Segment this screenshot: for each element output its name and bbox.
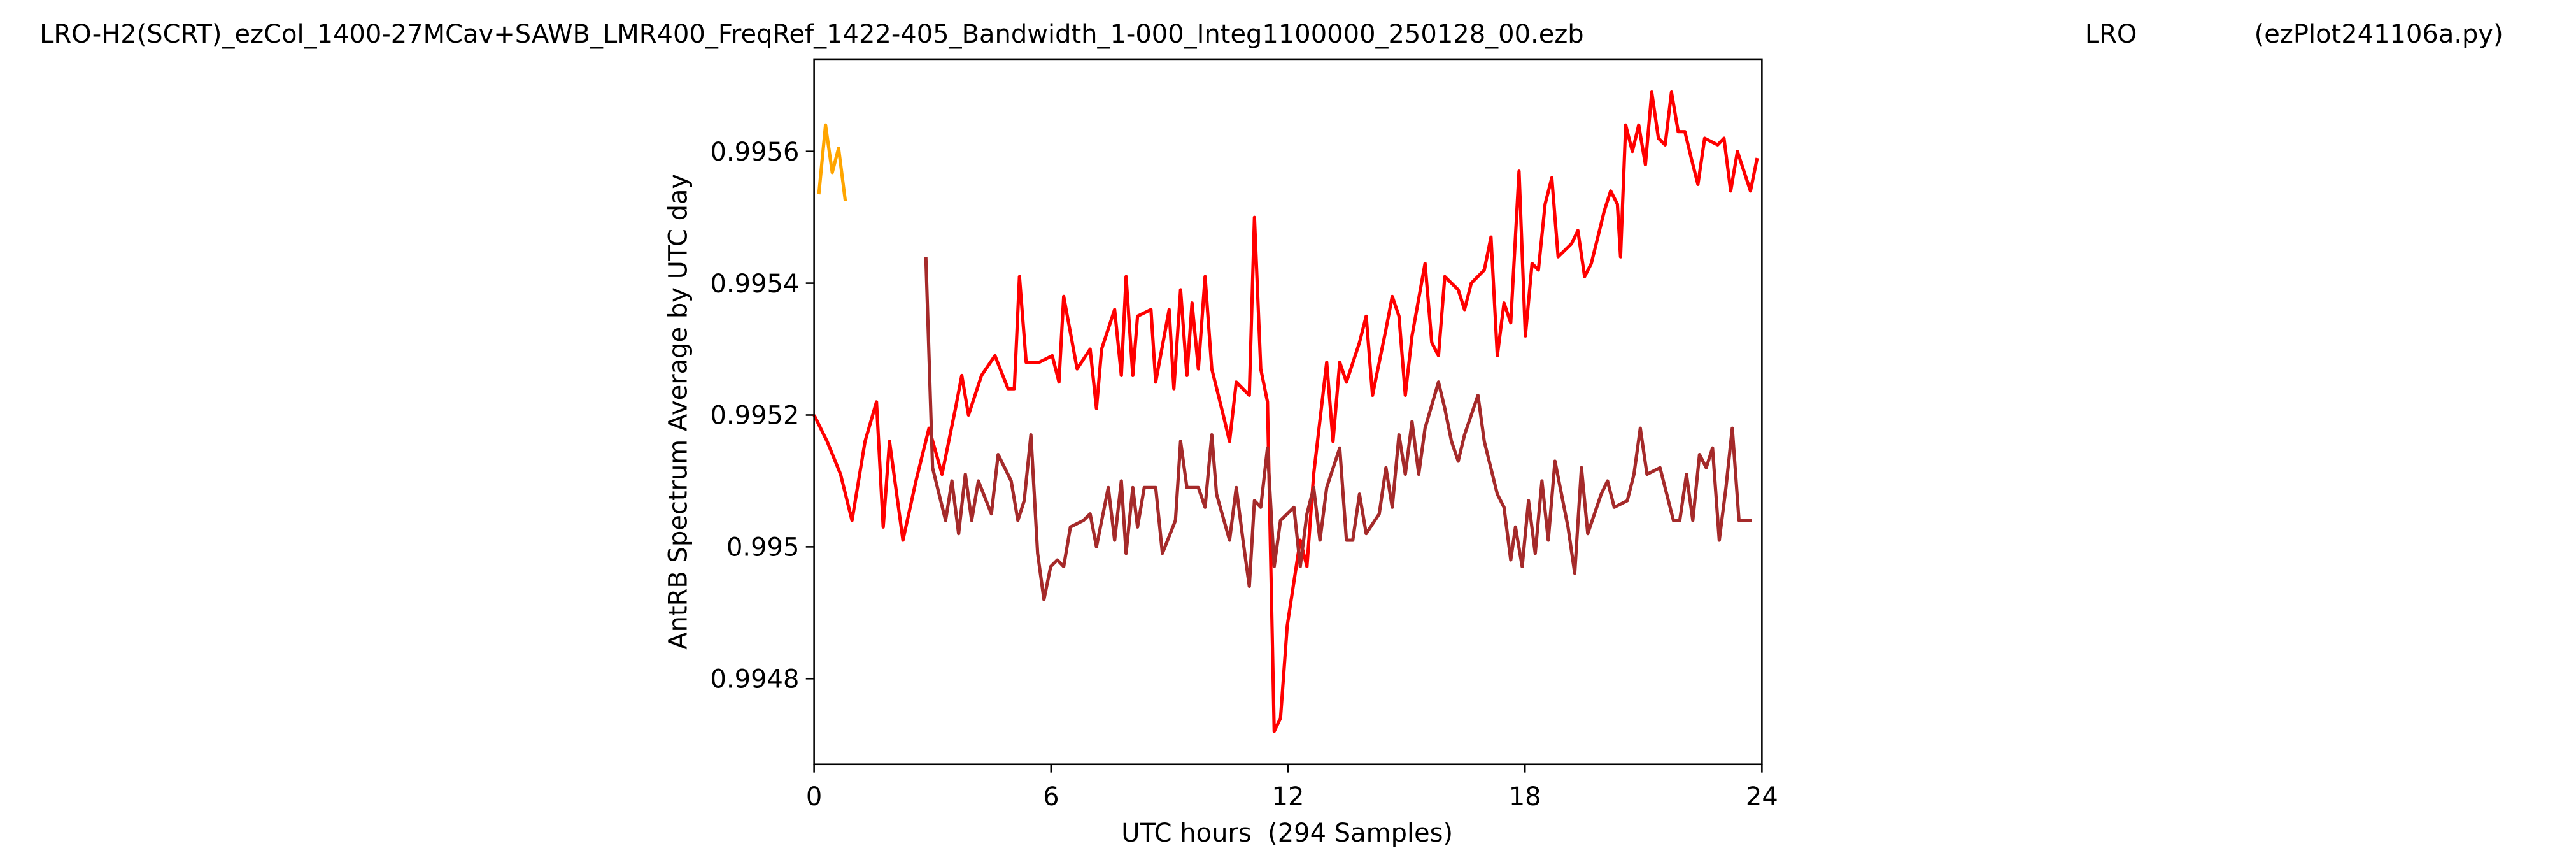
- data-line: [812, 90, 1759, 733]
- x-tick-label: 12: [1272, 782, 1305, 812]
- y-tick-label: 0.9956: [711, 138, 800, 167]
- y-tick-label: 0.995: [726, 533, 799, 562]
- y-axis-label: AntRB Spectrum Average by UTC day: [664, 174, 693, 650]
- y-tick-label: 0.9954: [711, 269, 800, 299]
- y-tick-label: 0.9952: [711, 401, 800, 431]
- plot-frame: [813, 58, 1763, 766]
- x-axis-label: UTC hours (294 Samples): [1121, 819, 1453, 848]
- x-tick-label: 24: [1746, 782, 1778, 812]
- data-line: [924, 257, 1752, 601]
- data-line: [817, 123, 847, 201]
- chart-title: LRO-H2(SCRT)_ezCol_1400-27MCav+SAWB_LMR4…: [39, 20, 1584, 49]
- x-tick-label: 6: [1043, 782, 1059, 812]
- x-tick-label: 18: [1509, 782, 1541, 812]
- x-tick-label: 0: [806, 782, 822, 812]
- station-label: LRO: [2085, 20, 2137, 49]
- y-tick-label: 0.9948: [711, 664, 800, 694]
- program-label: (ezPlot241106a.py): [2254, 20, 2503, 49]
